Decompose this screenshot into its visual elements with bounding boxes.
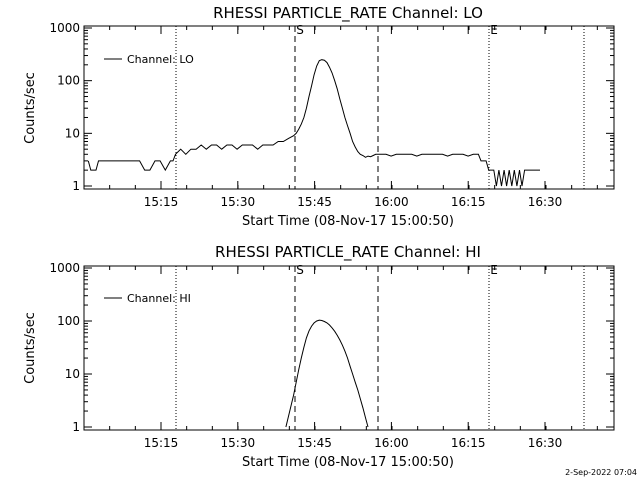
x-tick-label: 15:30 [221, 436, 256, 450]
y-tick-label: 100 [57, 74, 80, 88]
x-tick-label: 15:45 [297, 436, 332, 450]
y-tick-label: 1 [72, 179, 80, 193]
chart-title: RHESSI PARTICLE_RATE Channel: HI [215, 243, 481, 262]
plot-frame [83, 265, 615, 431]
series-line-lo [87, 59, 540, 187]
y-tick-label: 1000 [49, 21, 80, 35]
chart-panel-hi: RHESSI PARTICLE_RATE Channel: HI 1101001… [23, 243, 615, 470]
time-marker-lines [175, 266, 585, 430]
start-marker-label: S [296, 263, 304, 277]
x-axis-label: Start Time (08-Nov-17 15:00:50) [242, 455, 454, 470]
x-tick-label: 16:30 [528, 195, 563, 209]
y-tick-label: 1 [72, 420, 80, 434]
x-tick-label: 16:15 [451, 436, 486, 450]
legend-label: Channel: HI [127, 292, 191, 305]
y-axis-ticks: 1 10 100 1000 [49, 261, 614, 434]
y-axis-label: Counts/sec [23, 72, 38, 144]
x-axis-ticks: 15:15 15:30 15:45 16:00 16:15 16:30 [109, 266, 598, 450]
y-axis-label: Counts/sec [23, 312, 38, 384]
x-tick-label: 15:15 [144, 195, 179, 209]
x-axis-ticks: 15:15 15:30 15:45 16:00 16:15 16:30 [109, 26, 598, 209]
x-tick-label: 15:30 [221, 195, 256, 209]
series-line-hi [285, 319, 369, 428]
y-tick-label: 10 [65, 367, 80, 381]
x-tick-label: 16:15 [451, 195, 486, 209]
x-tick-label: 16:00 [374, 195, 409, 209]
y-tick-label: 100 [57, 314, 80, 328]
chart-panel-lo: RHESSI PARTICLE_RATE Channel: LO 1101001… [23, 4, 615, 229]
chart-title: RHESSI PARTICLE_RATE Channel: LO [213, 4, 483, 23]
footer-timestamp: 2-Sep-2022 07:04 [565, 468, 637, 477]
x-tick-label: 15:15 [144, 436, 179, 450]
y-tick-label: 10 [65, 126, 80, 140]
x-axis-label: Start Time (08-Nov-17 15:00:50) [242, 214, 454, 229]
y-tick-label: 1000 [49, 261, 80, 275]
end-marker-label: E [490, 23, 498, 37]
x-tick-label: 15:45 [297, 195, 332, 209]
end-marker-label: E [490, 263, 498, 277]
legend-label: Channel: LO [127, 53, 194, 66]
plot-frame [83, 25, 615, 190]
x-tick-label: 16:30 [528, 436, 563, 450]
start-marker-label: S [296, 23, 304, 37]
time-marker-lines [175, 26, 585, 189]
y-axis-ticks: 1 10 100 1000 [49, 21, 614, 193]
x-tick-label: 16:00 [374, 436, 409, 450]
